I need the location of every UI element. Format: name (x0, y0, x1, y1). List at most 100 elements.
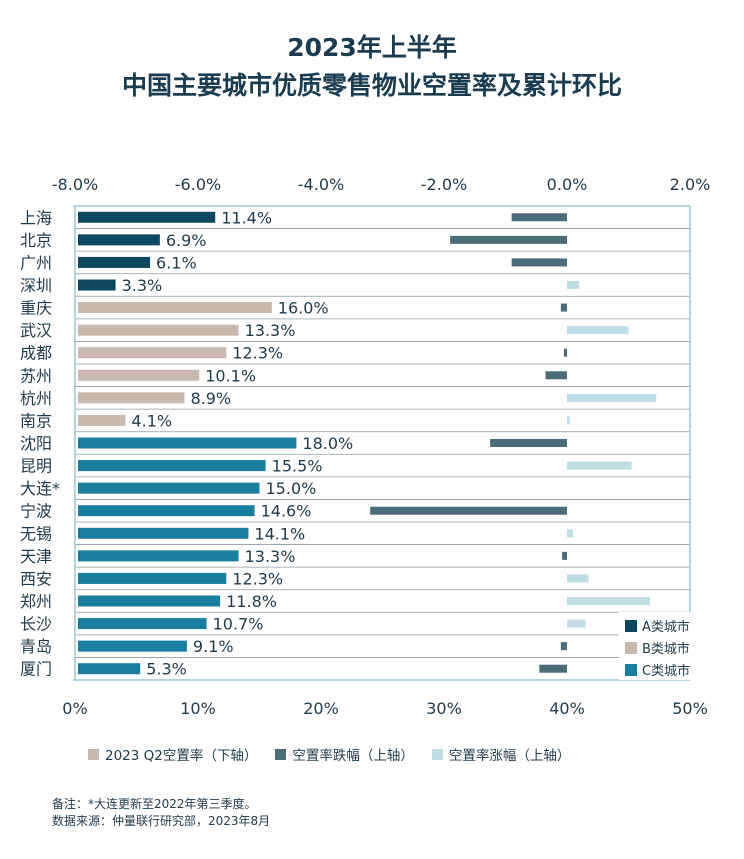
category-label: 北京 (20, 231, 52, 250)
chart-title-line1: 2023年上半年 (287, 33, 457, 62)
category-label: 宁波 (20, 502, 52, 521)
vacancy-data-label: 15.0% (266, 479, 317, 498)
vacancy-data-label: 8.9% (190, 389, 231, 408)
vacancy-rise-bar (567, 416, 571, 425)
vacancy-data-label: 12.3% (232, 569, 283, 588)
vacancy-bar (78, 437, 297, 449)
vacancy-bar (78, 595, 221, 607)
bottom-axis-tick-label: 0% (62, 699, 87, 718)
vacancy-bar (78, 505, 255, 517)
category-label: 成都 (20, 344, 52, 363)
vacancy-bar (78, 369, 200, 381)
tier-legend-label: A类城市 (642, 619, 690, 635)
vacancy-fall-bar (490, 439, 567, 447)
category-label: 武汉 (20, 321, 52, 340)
legend-swatch-rise (431, 748, 443, 760)
category-label: 天津 (20, 547, 52, 566)
category-label: 深圳 (20, 276, 52, 295)
tier-legend-label: C类城市 (642, 663, 690, 679)
category-label: 杭州 (20, 389, 52, 408)
legend-label-fall: 空置率跌幅（上轴） (292, 748, 414, 764)
vacancy-data-label: 10.7% (213, 615, 264, 634)
vacancy-fall-bar (560, 303, 567, 312)
vacancy-data-label: 11.8% (226, 592, 277, 611)
vacancy-data-label: 6.9% (166, 231, 207, 250)
vacancy-data-label: 9.1% (193, 637, 234, 656)
vacancy-bar (78, 482, 260, 494)
vacancy-bar (78, 347, 227, 359)
top-axis-tick-label: -8.0% (52, 175, 98, 194)
legend-item-vacancy: 2023 Q2空置率（下轴） (88, 744, 257, 764)
bottom-axis-tick-label: 40% (549, 699, 585, 718)
vacancy-bar (78, 618, 207, 630)
vacancy-data-label: 3.3% (122, 276, 163, 295)
vacancy-fall-bar (560, 642, 567, 651)
chart-title-line2: 中国主要城市优质零售物业空置率及累计环比 (121, 71, 622, 100)
vacancy-fall-bar (511, 213, 567, 222)
vacancy-data-label: 4.1% (131, 411, 172, 430)
top-axis-tick-label: -4.0% (298, 175, 344, 194)
tier-legend-swatch (625, 620, 637, 632)
top-axis-tick-label: -6.0% (175, 175, 221, 194)
category-label: 青岛 (20, 637, 52, 656)
category-label: 苏州 (20, 366, 52, 385)
category-label: 广州 (20, 253, 52, 272)
category-label: 西安 (20, 569, 52, 588)
category-label: 厦门 (20, 660, 52, 679)
vacancy-data-label: 14.6% (261, 502, 312, 521)
category-label: 大连* (20, 479, 60, 498)
vacancy-fall-bar (511, 258, 567, 267)
bottom-axis-tick-label: 20% (303, 699, 339, 718)
vacancy-data-label: 18.0% (302, 434, 353, 453)
footnote-remark: 备注：*大连更新至2022年第三季度。 (52, 797, 257, 811)
bottom-axis-tick-label: 10% (180, 699, 216, 718)
category-label: 重庆 (20, 299, 52, 318)
vacancy-data-label: 6.1% (156, 253, 197, 272)
top-axis-tick-label: -2.0% (421, 175, 467, 194)
vacancy-fall-bar (545, 371, 567, 380)
vacancy-bar (78, 256, 151, 268)
vacancy-data-label: 11.4% (221, 208, 272, 227)
vacancy-rise-bar (567, 393, 657, 402)
vacancy-rise-bar (567, 597, 651, 605)
vacancy-bar (78, 663, 141, 675)
vacancy-data-label: 15.5% (272, 457, 323, 476)
top-axis-tick-label: 0.0% (547, 175, 588, 194)
chart-legend: 2023 Q2空置率（下轴） 空置率跌幅（上轴） 空置率涨幅（上轴） (88, 744, 688, 764)
vacancy-bar (78, 640, 187, 652)
category-label: 昆明 (20, 457, 52, 476)
footnotes: 备注：*大连更新至2022年第三季度。 数据来源：仲量联行研究部，2023年8月 (52, 796, 270, 830)
vacancy-data-label: 14.1% (254, 524, 305, 543)
tier-legend-swatch (625, 664, 637, 676)
chart-canvas: -8.0% -6.0% -4.0% -2.0% 0.0% 2.0% 0% 10% 20% 30% 4… (20, 175, 710, 718)
vacancy-bar (78, 234, 160, 246)
vacancy-bar (78, 392, 185, 404)
vacancy-rise-bar (567, 461, 632, 470)
category-label: 沈阳 (20, 434, 52, 453)
tier-legend-label: B类城市 (642, 641, 690, 657)
legend-label-vacancy: 2023 Q2空置率（下轴） (105, 748, 258, 764)
vacancy-rise-bar (567, 574, 589, 583)
vacancy-fall-bar (563, 348, 567, 357)
vacancy-data-label: 12.3% (232, 344, 283, 363)
legend-item-rise: 空置率涨幅（上轴） (431, 744, 571, 764)
vacancy-data-label: 16.0% (278, 299, 329, 318)
legend-label-rise: 空置率涨幅（上轴） (448, 748, 571, 764)
vacancy-bar (78, 324, 239, 336)
category-label: 南京 (20, 411, 52, 430)
category-label: 长沙 (20, 615, 52, 634)
vacancy-data-label: 5.3% (146, 660, 187, 679)
vacancy-bar (78, 572, 227, 584)
vacancy-rise-bar (567, 326, 629, 335)
bottom-axis-tick-label: 30% (426, 699, 462, 718)
vacancy-rise-bar (567, 281, 580, 289)
vacancy-bar (78, 279, 116, 291)
category-label: 郑州 (20, 592, 52, 611)
vacancy-data-label: 10.1% (205, 366, 256, 385)
vacancy-rise-bar (567, 529, 574, 538)
vacancy-bar (78, 527, 249, 539)
category-label: 无锡 (20, 524, 52, 543)
vacancy-fall-bar (539, 664, 567, 673)
tier-legend-swatch (625, 642, 637, 654)
vacancy-data-label: 13.3% (245, 321, 296, 340)
